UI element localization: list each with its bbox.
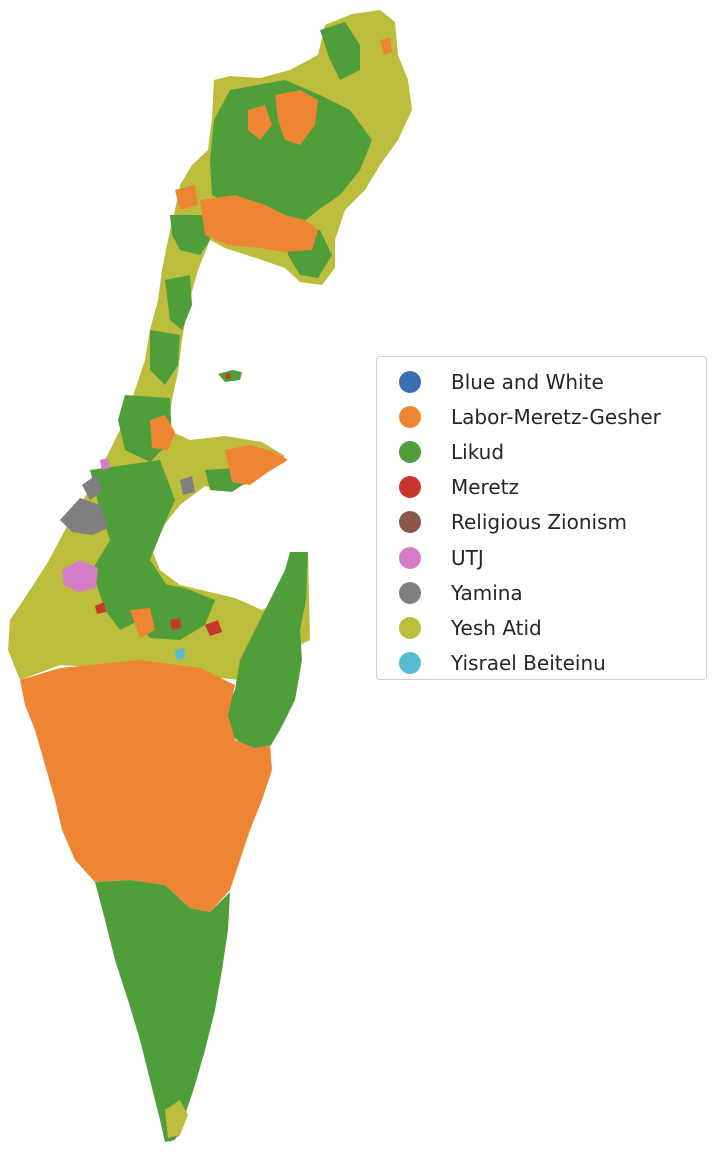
legend-item-likud: Likud: [377, 434, 706, 469]
legend-label: UTJ: [451, 545, 484, 570]
legend-item-meretz: Meretz: [377, 470, 706, 505]
likud-east-region: [222, 552, 308, 750]
legend-label: Yamina: [451, 580, 523, 605]
utj-patches: [62, 458, 110, 592]
legend-item-religious-zionism: Religious Zionism: [377, 505, 706, 540]
legend-swatch: [399, 440, 421, 463]
meretz-patches: [95, 602, 222, 636]
legend-swatch: [399, 405, 421, 428]
legend-swatch: [399, 652, 421, 675]
legend-swatch: [399, 511, 421, 534]
legend-swatch: [399, 476, 421, 499]
legend-item-yisrael-beiteinu: Yisrael Beiteinu: [377, 646, 706, 681]
legend-item-yesh-atid: Yesh Atid: [377, 610, 706, 645]
legend-label: Labor-Meretz-Gesher: [451, 404, 661, 429]
legend-label: Yesh Atid: [451, 615, 542, 640]
map-legend: Blue and White Labor-Meretz-Gesher Likud…: [376, 356, 707, 680]
legend-label: Likud: [451, 439, 505, 464]
legend-swatch: [399, 370, 421, 393]
legend-swatch: [399, 546, 421, 569]
likud-south-region: [95, 880, 230, 1142]
likud-north-clusters: [90, 22, 372, 640]
legend-item-utj: UTJ: [377, 540, 706, 575]
labor-negev-region: [20, 660, 272, 912]
yesh-atid-south-tip: [165, 1100, 188, 1138]
legend-label: Meretz: [451, 475, 519, 500]
labor-north-clusters: [130, 38, 392, 638]
legend-item-blue-and-white: Blue and White: [377, 364, 706, 399]
legend-label: Yisrael Beiteinu: [451, 651, 606, 676]
island-spots: [218, 370, 242, 382]
legend-item-yamina: Yamina: [377, 575, 706, 610]
legend-label: Blue and White: [451, 369, 604, 394]
legend-label: Religious Zionism: [451, 510, 627, 535]
legend-item-labor-meretz-gesher: Labor-Meretz-Gesher: [377, 399, 706, 434]
legend-swatch: [399, 581, 421, 604]
legend-swatch: [399, 616, 421, 639]
